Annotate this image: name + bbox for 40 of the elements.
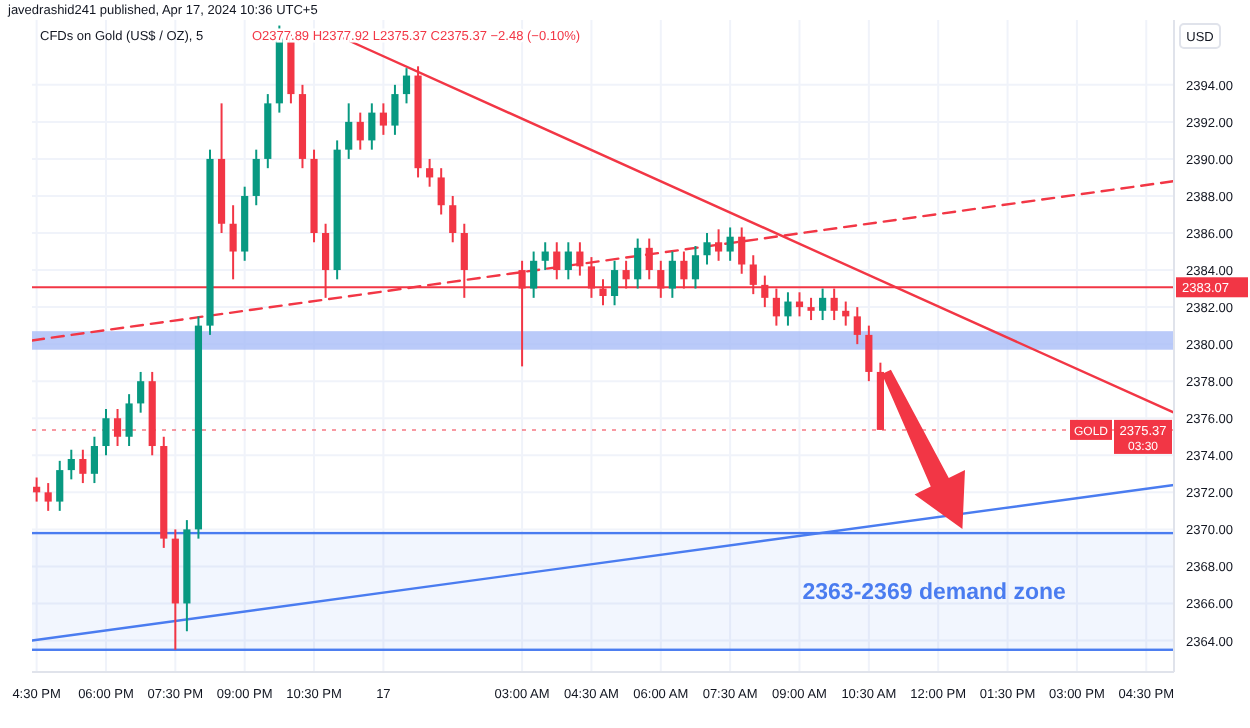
candlestick [715,228,723,262]
candlestick [853,306,861,346]
candlestick [391,83,399,136]
candlestick [738,226,746,275]
candlestick [449,194,457,244]
candlestick [541,241,549,272]
candlestick [426,157,434,188]
candlestick [634,237,642,290]
candlestick [44,482,52,512]
candlestick [67,448,75,481]
candlestick [379,102,387,136]
candlestick [90,435,98,485]
candlestick [645,237,653,281]
candlestick [345,102,353,160]
candlestick [726,226,734,262]
candlestick [113,407,122,448]
candlestick [530,250,538,299]
candlestick [564,241,572,281]
candlestick [668,250,676,299]
candlestick [125,393,133,448]
candlestick [56,459,64,512]
candlestick [807,296,815,322]
candlestick [865,324,873,383]
candlestick [79,448,87,485]
candlestick [819,287,827,322]
band-label: 2363-2369 demand zone [802,581,1066,606]
candlestick [610,259,619,307]
candlestick [691,244,700,290]
candlestick [102,407,110,457]
candlestick [402,67,411,105]
candlestick [137,370,145,414]
candlestick [356,111,364,151]
candlestick [368,102,376,151]
candlestick [784,291,792,327]
candlestick [252,148,260,207]
candlestick [576,241,584,277]
candlestick [553,241,561,281]
candlestick [229,204,237,281]
candlestick [437,167,445,216]
candlestick [703,232,711,266]
